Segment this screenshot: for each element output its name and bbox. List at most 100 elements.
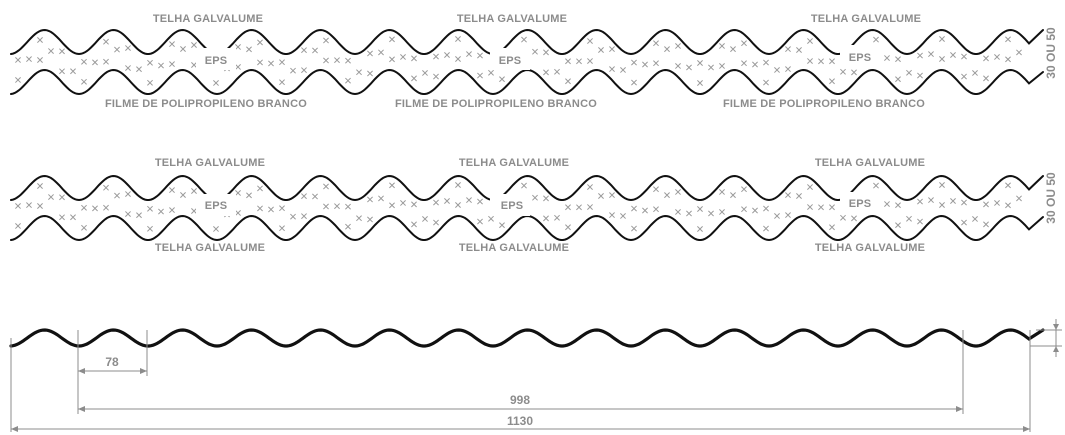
eps-hatch-mark bbox=[290, 67, 296, 74]
eps-hatch-mark bbox=[37, 203, 43, 209]
eps-hatch-mark bbox=[884, 201, 890, 207]
eps-hatch-mark bbox=[114, 46, 120, 53]
eps-hatch-mark bbox=[433, 219, 439, 226]
eps-hatch-mark bbox=[587, 38, 593, 44]
panel1-bottom-label-3: FILME DE POLIPROPILENO BRANCO bbox=[723, 98, 925, 110]
eps-hatch-mark bbox=[774, 213, 780, 219]
eps-hatch-mark bbox=[752, 207, 758, 214]
eps-hatch-mark bbox=[653, 186, 659, 193]
eps-hatch-mark bbox=[477, 218, 483, 225]
eps-hatch-mark bbox=[257, 185, 263, 192]
eps-hatch-mark bbox=[378, 195, 384, 202]
eps-hatch-mark bbox=[466, 51, 472, 58]
eps-hatch-mark bbox=[389, 182, 395, 189]
eps-hatch-mark bbox=[675, 209, 681, 215]
eps-hatch-mark bbox=[818, 58, 824, 65]
eps-hatch-mark bbox=[15, 203, 21, 209]
eps-hatch-mark bbox=[59, 68, 65, 75]
eps-hatch-mark bbox=[235, 190, 241, 196]
eps-hatch-mark bbox=[477, 198, 483, 205]
eps-hatch-mark bbox=[873, 182, 879, 189]
eps-hatch-mark bbox=[15, 77, 21, 83]
eps-hatch-mark bbox=[301, 193, 307, 200]
eps-hatch-mark bbox=[895, 56, 901, 63]
eps-hatch-mark bbox=[37, 37, 43, 43]
eps-hatch-mark bbox=[367, 50, 373, 57]
panel1-top-label-1: TELHA GALVALUME bbox=[153, 13, 263, 25]
eps-hatch-mark bbox=[785, 192, 791, 199]
eps-hatch-mark bbox=[719, 189, 725, 195]
eps-hatch-mark bbox=[554, 214, 560, 221]
eps-hatch-mark bbox=[785, 212, 791, 219]
eps-hatch-mark bbox=[169, 187, 175, 194]
eps-hatch-mark bbox=[1005, 36, 1011, 43]
eps-hatch-mark bbox=[433, 73, 439, 80]
eps-hatch-mark bbox=[125, 191, 131, 197]
eps-hatch-mark bbox=[521, 36, 527, 43]
eps-hatch-mark bbox=[59, 48, 65, 55]
eps-hatch-mark bbox=[741, 40, 747, 47]
eps-hatch-mark bbox=[356, 215, 362, 222]
eps-hatch-mark bbox=[741, 206, 747, 213]
eps-hatch-mark bbox=[26, 202, 32, 209]
eps-hatch-mark bbox=[455, 36, 461, 42]
eps-hatch-mark bbox=[235, 64, 241, 70]
eps-hatch-mark bbox=[620, 213, 626, 219]
panel1-top-label-3: TELHA GALVALUME bbox=[811, 13, 921, 25]
eps-hatch-mark bbox=[675, 43, 681, 49]
panel-galvalume-eps-film: TELHA GALVALUME TELHA GALVALUME TELHA GA… bbox=[10, 13, 1058, 110]
eps-hatch-mark bbox=[488, 215, 494, 222]
eps-hatch-mark bbox=[114, 192, 120, 199]
eps-hatch-mark bbox=[103, 58, 109, 65]
eps-hatch-mark bbox=[103, 38, 109, 45]
eps-hatch-mark bbox=[246, 192, 252, 199]
eps-hatch-mark bbox=[554, 68, 560, 75]
tile-profile-dimensions: 78 998 1130 bbox=[9, 319, 1062, 432]
eps-hatch-mark bbox=[675, 63, 681, 69]
eps-hatch-mark bbox=[433, 199, 439, 206]
eps-hatch-mark bbox=[411, 221, 417, 228]
eps-hatch-mark bbox=[532, 194, 538, 201]
eps-hatch-mark bbox=[961, 73, 967, 80]
eps-hatch-mark bbox=[774, 67, 780, 73]
eps-hatch-mark bbox=[125, 45, 131, 51]
eps-hatch-mark bbox=[191, 62, 197, 68]
eps-hatch-mark bbox=[785, 46, 791, 53]
eps-hatch-mark bbox=[345, 203, 351, 210]
eps-hatch-mark bbox=[125, 65, 131, 71]
eps-hatch-mark bbox=[895, 76, 901, 83]
eps-hatch-mark bbox=[81, 58, 87, 65]
eps-hatch-mark bbox=[543, 195, 549, 202]
panel1-core-label-3: EPS bbox=[849, 52, 872, 64]
eps-hatch-mark bbox=[565, 78, 571, 85]
pitch-arrowheads bbox=[78, 368, 147, 374]
panel1-top-label-2: TELHA GALVALUME bbox=[457, 13, 567, 25]
eps-hatch-mark bbox=[576, 58, 582, 65]
eps-hatch-mark bbox=[455, 56, 461, 62]
eps-hatch-mark bbox=[796, 193, 802, 199]
eps-hatch-mark bbox=[59, 214, 65, 221]
eps-hatch-mark bbox=[279, 59, 285, 66]
panel1-thickness-label: 30 OU 50 bbox=[1044, 27, 1058, 79]
eps-hatch-mark bbox=[697, 60, 703, 66]
eps-hatch-mark bbox=[598, 193, 604, 199]
eps-hatch-mark bbox=[411, 201, 417, 208]
eps-hatch-mark bbox=[279, 79, 285, 86]
eps-hatch-mark bbox=[37, 183, 43, 189]
eps-hatch-mark bbox=[631, 205, 637, 212]
eps-hatch-mark bbox=[763, 205, 769, 212]
eps-hatch-mark bbox=[37, 57, 43, 63]
eps-hatch-mark bbox=[48, 48, 54, 54]
eps-hatch-mark bbox=[268, 60, 274, 67]
eps-hatch-mark bbox=[675, 189, 681, 195]
eps-hatch-mark bbox=[312, 193, 318, 200]
eps-hatch-mark bbox=[653, 206, 659, 213]
eps-hatch-mark bbox=[917, 218, 923, 225]
panel1-core-label-bg-2 bbox=[490, 48, 530, 70]
eps-hatch-mark bbox=[466, 197, 472, 204]
eps-hatch-mark bbox=[246, 46, 252, 53]
eps-hatch-mark bbox=[169, 41, 175, 48]
eps-hatch-mark bbox=[191, 188, 197, 194]
panel1-core-label-bg-1 bbox=[196, 48, 236, 70]
